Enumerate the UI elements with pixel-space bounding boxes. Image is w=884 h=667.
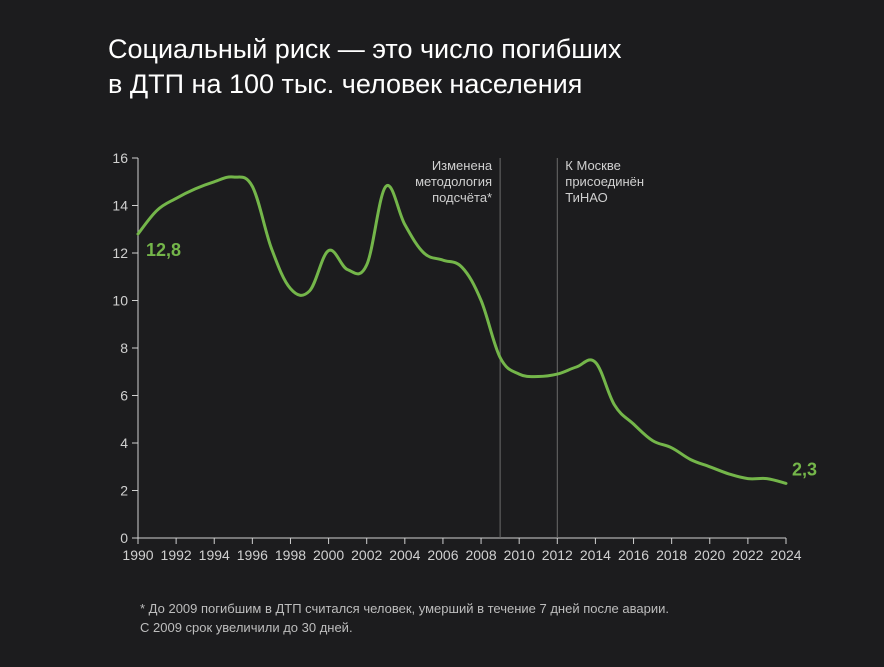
x-tick-label: 1994 <box>199 547 230 563</box>
y-tick-label: 16 <box>112 150 128 166</box>
x-tick-label: 1992 <box>161 547 192 563</box>
y-tick-label: 0 <box>120 530 128 546</box>
x-tick-label: 1990 <box>122 547 153 563</box>
chart-title: Социальный риск — это число погибших в Д… <box>108 32 621 102</box>
end-value-label: 2,3 <box>792 459 817 479</box>
x-tick-label: 2006 <box>427 547 458 563</box>
y-tick-label: 10 <box>112 293 128 309</box>
x-tick-label: 2024 <box>770 547 801 563</box>
y-tick-label: 8 <box>120 340 128 356</box>
x-tick-label: 2016 <box>618 547 649 563</box>
x-tick-label: 2020 <box>694 547 725 563</box>
reference-annotation: подсчёта* <box>432 190 492 205</box>
x-tick-label: 2014 <box>580 547 611 563</box>
x-tick-label: 1996 <box>237 547 268 563</box>
x-tick-label: 1998 <box>275 547 306 563</box>
x-tick-label: 2002 <box>351 547 382 563</box>
title-line-2: в ДТП на 100 тыс. человек населения <box>108 69 582 99</box>
footnote-line-1: * До 2009 погибшим в ДТП считался челове… <box>140 601 669 616</box>
line-chart: 0 2 4 6 8 10 12 14 16 1990 1992 1994 1996 1998 2000 200… <box>108 150 828 570</box>
reference-annotation: Изменена <box>432 158 493 173</box>
title-line-1: Социальный риск — это число погибших <box>108 34 621 64</box>
data-series <box>138 177 786 484</box>
footnote-line-2: С 2009 срок увеличили до 30 дней. <box>140 620 353 635</box>
footnote: * До 2009 погибшим в ДТП считался челове… <box>140 600 669 638</box>
chart-svg: 0 2 4 6 8 10 12 14 16 1990 1992 1994 1996 1998 2000 200… <box>108 150 828 570</box>
x-tick-label: 2018 <box>656 547 687 563</box>
start-value-label: 12,8 <box>146 240 181 260</box>
x-tick-label: 2004 <box>389 547 420 563</box>
y-tick-label: 2 <box>120 483 128 499</box>
x-tick-label: 2012 <box>542 547 573 563</box>
reference-annotation: присоединён <box>565 174 644 189</box>
x-tick-label: 2010 <box>504 547 535 563</box>
y-tick-label: 14 <box>112 198 128 214</box>
reference-annotation: ТиНАО <box>565 190 608 205</box>
x-tick-label: 2008 <box>465 547 496 563</box>
y-tick-label: 12 <box>112 245 128 261</box>
y-tick-label: 6 <box>120 388 128 404</box>
y-tick-label: 4 <box>120 435 128 451</box>
x-tick-label: 2022 <box>732 547 763 563</box>
x-tick-label: 2000 <box>313 547 344 563</box>
reference-annotation: К Москве <box>565 158 621 173</box>
reference-annotation: методология <box>415 174 492 189</box>
